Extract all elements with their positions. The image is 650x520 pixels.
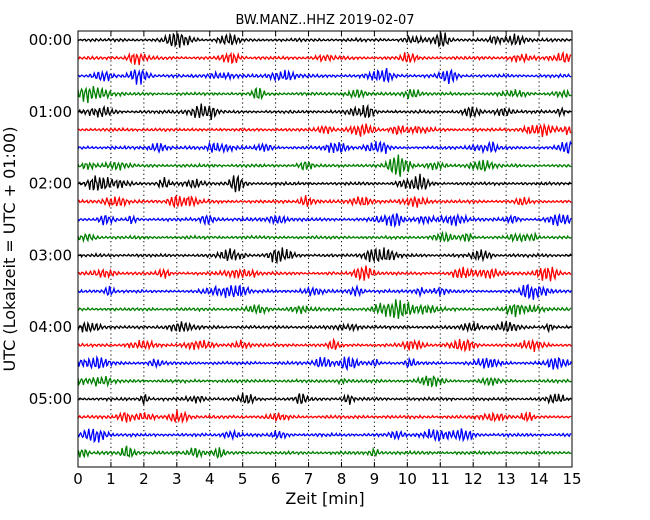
trace-row-7 [77, 154, 572, 177]
x-tick-label: 2 [139, 470, 149, 488]
trace-row-3 [77, 86, 572, 104]
trace-row-16 [77, 320, 572, 334]
x-tick-label: 15 [562, 470, 581, 488]
x-tick-label: 11 [431, 470, 450, 488]
trace-row-17 [77, 337, 572, 353]
y-tick-label: 04:00 [29, 318, 72, 336]
y-axis: 00:00 01:00 02:00 03:00 04:00 05:00 [29, 31, 572, 408]
x-tick-label: 13 [497, 470, 516, 488]
trace-row-21 [77, 409, 572, 425]
trace-row-8 [77, 173, 572, 193]
trace-row-10 [77, 212, 572, 229]
x-axis-label: Zeit [min] [285, 489, 364, 508]
x-tick-label: 14 [530, 470, 549, 488]
x-tick-label: 7 [304, 470, 314, 488]
trace-row-5 [77, 122, 572, 137]
x-tick-label: 4 [205, 470, 215, 488]
trace-row-13 [77, 265, 572, 282]
trace-row-19 [77, 375, 572, 388]
y-tick-label: 03:00 [29, 246, 72, 264]
trace-row-15 [77, 299, 572, 319]
trace-row-22 [77, 428, 572, 444]
trace-row-23 [77, 445, 572, 459]
x-tick-label: 1 [106, 470, 116, 488]
x-tick-label: 12 [464, 470, 483, 488]
x-tick-label: 3 [172, 470, 182, 488]
trace-row-11 [77, 230, 572, 244]
trace-row-18 [77, 354, 572, 372]
x-axis: 0 1 2 3 4 5 6 7 8 9 10 11 12 13 14 15 [73, 31, 582, 488]
x-tick-label: 8 [337, 470, 347, 488]
trace-row-14 [77, 283, 572, 300]
trace-row-20 [77, 392, 572, 405]
trace-row-1 [78, 50, 572, 66]
y-tick-label: 00:00 [29, 31, 72, 49]
x-tick-label: 5 [238, 470, 248, 488]
chart-title: BW.MANZ..HHZ 2019-02-07 [235, 13, 414, 28]
x-tick-label: 0 [73, 470, 83, 488]
y-tick-label: 02:00 [29, 175, 72, 193]
trace-row-6 [77, 140, 572, 155]
y-tick-label: 01:00 [29, 103, 72, 121]
trace-row-2 [77, 68, 572, 85]
x-tick-label: 6 [271, 470, 281, 488]
x-tick-label: 9 [370, 470, 380, 488]
x-tick-label: 10 [398, 470, 417, 488]
trace-row-9 [77, 194, 572, 209]
y-tick-label: 05:00 [29, 390, 72, 408]
vertical-grid [110, 31, 540, 467]
trace-group [77, 31, 572, 459]
trace-row-4 [77, 103, 572, 121]
trace-row-12 [77, 247, 572, 265]
plot-frame [77, 30, 573, 468]
y-axis-label: UTC (Lokalzeit = UTC + 01:00) [0, 127, 19, 372]
trace-row-0 [77, 31, 572, 48]
